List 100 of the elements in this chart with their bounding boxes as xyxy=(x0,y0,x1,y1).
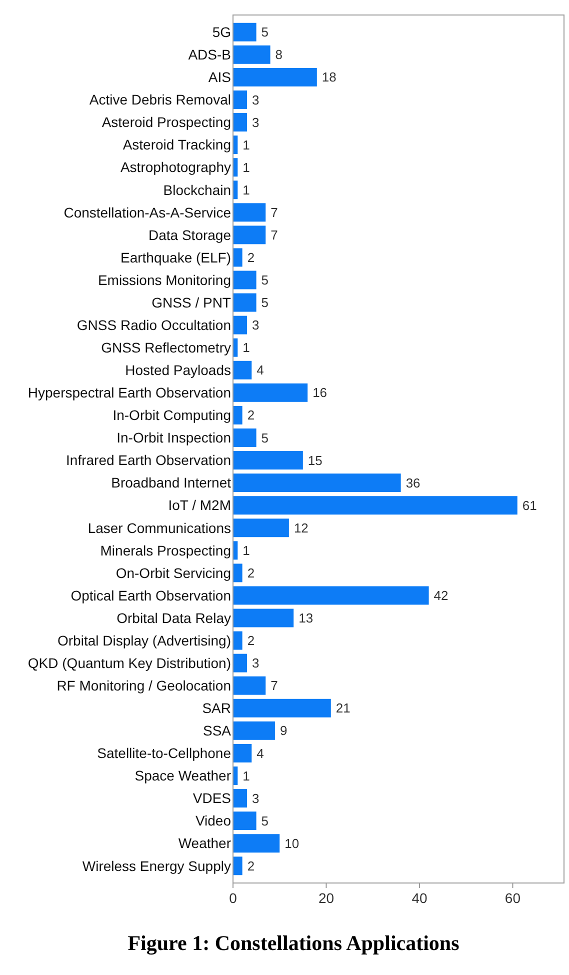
data-label: 7 xyxy=(270,678,278,694)
data-label: 4 xyxy=(256,746,264,761)
y-tick-label: Optical Earth Observation xyxy=(70,587,231,604)
bar xyxy=(233,856,242,876)
data-label: 1 xyxy=(242,137,250,152)
data-label: 2 xyxy=(247,858,255,874)
data-label: 5 xyxy=(261,272,269,288)
data-label: 42 xyxy=(434,588,448,604)
y-tick-label: Hyperspectral Earth Observation xyxy=(28,384,231,401)
data-label: 7 xyxy=(270,227,278,242)
x-tick-label: 40 xyxy=(412,890,428,906)
bar xyxy=(233,270,256,290)
y-tick-label: GNSS Reflectometry xyxy=(101,340,231,356)
data-label: 1 xyxy=(242,768,250,784)
data-label: 8 xyxy=(275,47,283,62)
y-tick-label: SAR xyxy=(202,700,231,716)
bar xyxy=(233,834,280,853)
bar xyxy=(233,383,308,402)
y-tick-label: SSA xyxy=(202,722,232,739)
y-tick-label: On-Orbit Servicing xyxy=(116,564,231,581)
data-label: 10 xyxy=(284,836,300,851)
data-label: 2 xyxy=(247,633,255,648)
data-label: 61 xyxy=(522,498,537,513)
data-label: 18 xyxy=(322,70,336,85)
bar xyxy=(233,789,247,808)
y-tick-label: Satellite-to-Cellphone xyxy=(97,745,232,762)
data-label: 2 xyxy=(247,408,255,423)
y-tick-label: GNSS / PNT xyxy=(152,294,232,310)
data-label: 4 xyxy=(256,362,264,378)
y-tick-label: Emissions Monitoring xyxy=(98,272,231,288)
data-label: 1 xyxy=(242,182,250,198)
bar xyxy=(233,68,317,86)
y-tick-label: ADS-B xyxy=(188,46,231,63)
y-tick-label: IoT / M2M xyxy=(168,497,231,514)
y-tick-label: Video xyxy=(195,812,232,829)
data-label: 5 xyxy=(261,295,269,310)
bar xyxy=(233,586,429,605)
y-tick-label: Orbital Data Relay xyxy=(116,610,231,626)
y-tick-label: Blockchain xyxy=(163,182,231,198)
data-label: 3 xyxy=(252,92,260,108)
y-tick-label: Asteroid Tracking xyxy=(122,136,231,153)
y-tick-label: Space Weather xyxy=(134,768,232,784)
data-label: 21 xyxy=(336,700,350,716)
bar xyxy=(233,608,294,628)
y-tick-label: Constellation-As-A-Service xyxy=(64,204,232,220)
bar xyxy=(233,113,247,132)
x-tick-label: 0 xyxy=(229,890,238,906)
y-tick-label: AIS xyxy=(208,69,231,86)
y-tick-label: Infrared Earth Observation xyxy=(66,452,231,468)
y-tick-label: In-Orbit Computing xyxy=(112,407,231,424)
bar xyxy=(233,428,256,447)
bar xyxy=(233,564,242,582)
y-tick-label: Weather xyxy=(178,835,232,852)
bar xyxy=(233,22,256,42)
data-label: 5 xyxy=(261,24,269,40)
data-label: 1 xyxy=(242,340,250,356)
text: Figure 1: Constellations Applications xyxy=(128,931,460,955)
y-tick-label: QKD (Quantum Key Distribution) xyxy=(28,654,231,671)
data-label: 3 xyxy=(252,318,260,333)
data-label: 15 xyxy=(308,452,322,468)
bar xyxy=(233,474,401,492)
bar xyxy=(233,812,256,830)
y-tick-label: Asteroid Prospecting xyxy=(102,114,231,130)
data-label: 3 xyxy=(252,114,260,130)
y-tick-label: Minerals Prospecting xyxy=(100,542,231,558)
bar xyxy=(233,698,331,718)
data-label: 12 xyxy=(294,520,308,536)
data-label: 5 xyxy=(261,813,269,828)
y-tick-label: Hosted Payloads xyxy=(125,362,231,378)
bar xyxy=(233,676,266,695)
bar xyxy=(233,293,256,312)
data-label: 5 xyxy=(261,430,269,446)
bar xyxy=(233,406,242,424)
x-tick-label: 60 xyxy=(504,890,521,906)
data-label: 2 xyxy=(247,250,255,266)
y-tick-label: Wireless Energy Supply xyxy=(82,858,231,874)
x-tick-label: 20 xyxy=(318,890,334,906)
y-tick-label: Orbital Display (Advertising) xyxy=(58,632,231,648)
y-tick-label: Astrophotography xyxy=(120,159,231,176)
data-label: 2 xyxy=(247,565,255,580)
bar xyxy=(233,90,247,109)
y-tick-label: GNSS Radio Occultation xyxy=(76,316,231,333)
bar xyxy=(233,360,252,380)
bar xyxy=(233,203,266,222)
bar xyxy=(233,226,266,244)
data-label: 3 xyxy=(252,790,260,806)
bar xyxy=(233,496,518,515)
bar xyxy=(233,631,242,650)
y-tick-label: Data Storage xyxy=(148,226,232,243)
data-label: 1 xyxy=(242,160,250,175)
data-label: 13 xyxy=(298,610,314,626)
bar xyxy=(233,744,252,762)
data-label: 7 xyxy=(270,204,278,220)
bar xyxy=(233,45,270,64)
y-tick-label: Earthquake (ELF) xyxy=(120,249,231,266)
data-label: 3 xyxy=(252,656,260,671)
bar xyxy=(233,316,247,334)
y-tick-label: Broadband Internet xyxy=(111,474,232,491)
y-tick-label: 5G xyxy=(212,24,231,40)
bar xyxy=(233,248,242,267)
